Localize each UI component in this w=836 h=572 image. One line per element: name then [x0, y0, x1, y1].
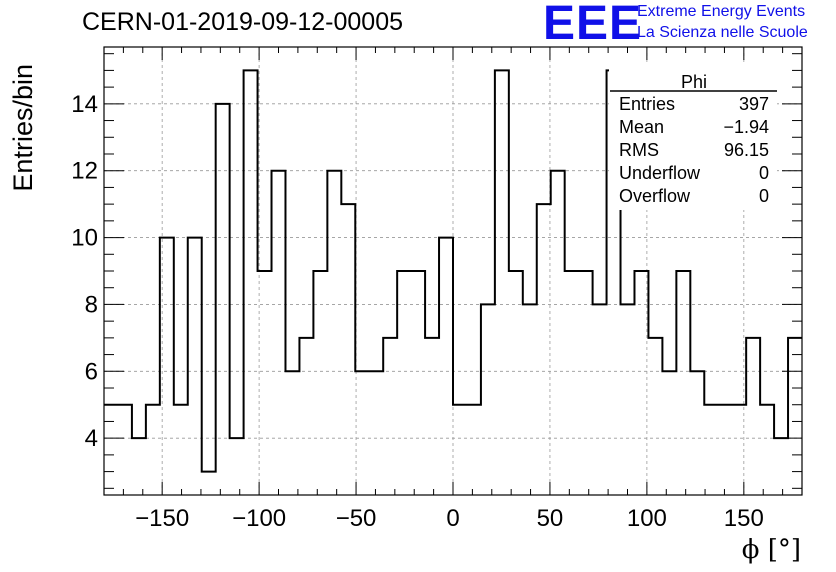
- stats-value: −1.94: [723, 117, 769, 137]
- histogram-bin: [313, 271, 327, 495]
- histogram-bin: [230, 438, 244, 495]
- histogram-bin: [760, 405, 774, 495]
- histogram-bin: [425, 338, 439, 495]
- histogram-bin: [648, 338, 662, 495]
- histogram-bin: [355, 371, 369, 495]
- histogram-bin: [467, 405, 481, 495]
- stats-value: 0: [759, 163, 769, 183]
- y-tick-label: 6: [85, 358, 98, 385]
- histogram-bin: [439, 238, 453, 495]
- stats-label: Entries: [619, 94, 675, 114]
- histogram-bin: [551, 171, 565, 495]
- x-tick-label: −50: [336, 505, 377, 532]
- x-tick-label: 150: [724, 505, 764, 532]
- histogram-bin: [523, 304, 537, 495]
- histogram-bin: [383, 338, 397, 495]
- histogram-bin: [244, 70, 258, 495]
- stats-label: RMS: [619, 140, 659, 160]
- histogram-bin: [146, 405, 160, 495]
- histogram-bin: [634, 271, 648, 495]
- histogram-bin: [495, 70, 509, 495]
- histogram-bin: [453, 405, 467, 495]
- x-axis-label: ϕ [°]: [742, 535, 801, 565]
- histogram-bin: [579, 271, 593, 495]
- histogram-bin: [746, 338, 760, 495]
- stats-value: 0: [759, 186, 769, 206]
- histogram-bin: [593, 304, 607, 495]
- stats-value: 397: [739, 94, 769, 114]
- histogram-bin: [774, 438, 788, 495]
- x-tick-label: 50: [537, 505, 564, 532]
- histogram-bin: [299, 338, 313, 495]
- histogram-bin: [732, 405, 746, 495]
- plot-title: CERN-01-2019-09-12-00005: [82, 8, 404, 36]
- histogram-bin: [327, 171, 341, 495]
- x-tick-label: −150: [135, 505, 189, 532]
- histogram-bin: [690, 371, 704, 495]
- histogram-bin: [188, 238, 202, 495]
- histogram-bin: [272, 171, 286, 495]
- x-tick-label: 100: [627, 505, 667, 532]
- histogram-bin: [369, 371, 383, 495]
- logo-line-1: Extreme Energy Events: [637, 3, 806, 20]
- histogram-bin: [565, 271, 579, 495]
- histogram-bin: [481, 304, 495, 495]
- histogram-bin: [216, 104, 230, 495]
- histogram-bin: [104, 405, 118, 495]
- histogram-bin: [397, 271, 411, 495]
- histogram-bin: [718, 405, 732, 495]
- y-tick-label: 10: [71, 225, 98, 252]
- stats-box: Phi Entries 397 Mean −1.94 RMS 96.15 Underflow…: [609, 65, 777, 210]
- histogram-bin: [509, 271, 523, 495]
- stats-label: Underflow: [619, 163, 701, 183]
- logo-line-2: La Scienza nelle Scuole: [637, 24, 808, 41]
- histogram-bin: [341, 204, 355, 495]
- histogram-line: [104, 69, 802, 473]
- histogram-bin: [285, 371, 299, 495]
- histogram-bin: [704, 405, 718, 495]
- stats-value: 96.15: [724, 140, 769, 160]
- tick-labels: −150 −100 −50 0 50 100 150 4 6 8 10 12 14: [71, 91, 764, 532]
- histogram-bin: [662, 371, 676, 495]
- stats-title: Phi: [681, 72, 707, 92]
- histogram-bin: [621, 304, 635, 495]
- histogram-series: [104, 69, 802, 495]
- histogram-bin: [160, 238, 174, 495]
- y-tick-label: 4: [85, 425, 98, 452]
- plot-frame: [103, 46, 803, 496]
- x-tick-label: 0: [446, 505, 459, 532]
- stats-label: Mean: [619, 117, 664, 137]
- stats-label: Overflow: [619, 186, 691, 206]
- y-tick-label: 8: [85, 291, 98, 318]
- histogram-bin: [676, 271, 690, 495]
- y-tick-label: 12: [71, 158, 98, 185]
- histogram-bin: [258, 271, 272, 495]
- x-tick-label: −100: [232, 505, 286, 532]
- histogram-bin: [202, 472, 216, 495]
- histogram-bin: [132, 438, 146, 495]
- histogram-bin: [411, 271, 425, 495]
- histogram-bin: [118, 405, 132, 495]
- eee-logo: EEE: [543, 0, 643, 50]
- y-axis-label: Entries/bin: [8, 64, 38, 192]
- y-tick-label: 14: [71, 91, 98, 118]
- histogram-bin: [174, 405, 188, 495]
- histogram-bin: [537, 204, 551, 495]
